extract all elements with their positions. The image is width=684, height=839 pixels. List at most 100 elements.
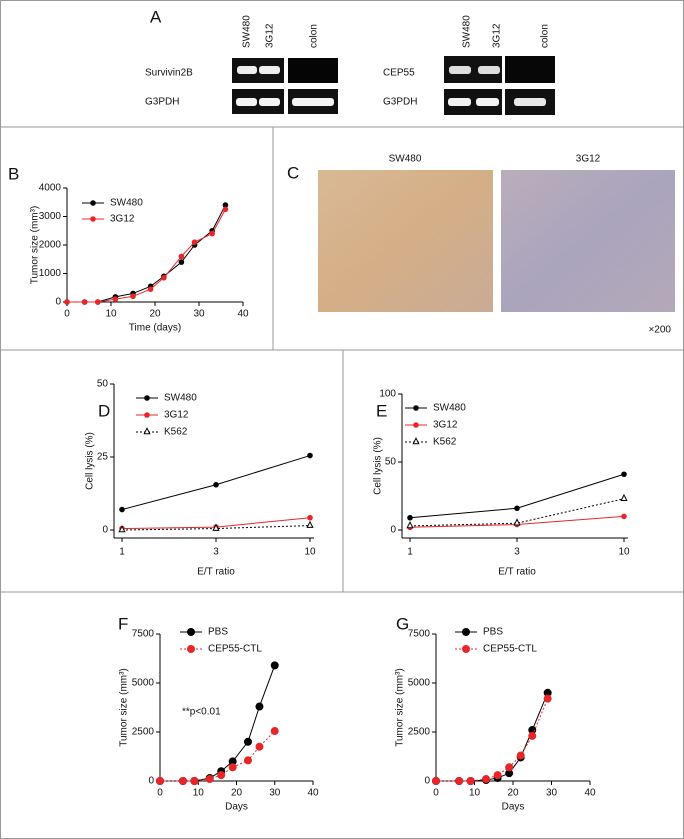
- point: [620, 493, 628, 502]
- panel-letter: E: [376, 401, 387, 420]
- point: [543, 694, 552, 703]
- lane-label: 3G12: [265, 23, 276, 48]
- gel-band: [449, 66, 471, 74]
- gel-right: SW480 3G12 colon CEP55 G3PDH: [383, 15, 555, 115]
- point: [222, 202, 229, 208]
- point: [95, 299, 101, 305]
- row-label: Survivin2B: [145, 68, 193, 79]
- point: [413, 422, 419, 428]
- point: [64, 299, 70, 305]
- point: [212, 523, 220, 531]
- series-line: [409, 498, 625, 527]
- row-label: G3PDH: [383, 97, 417, 108]
- y-axis-title: Tumor size (mm³): [119, 668, 130, 747]
- point: [191, 239, 198, 245]
- x-tick-label: 3: [213, 547, 219, 558]
- point: [90, 216, 96, 222]
- y-axis-title: Cell lysis (%): [373, 437, 384, 495]
- x-axis-title: Time (days): [129, 323, 181, 334]
- y-tick-label: 2500: [132, 727, 155, 738]
- x-tick-label: 20: [507, 788, 519, 799]
- gel-band: [514, 98, 546, 106]
- point: [209, 230, 215, 237]
- point: [255, 702, 264, 711]
- y-axis-title: Tumor size (mm³): [30, 206, 41, 285]
- point: [178, 259, 185, 265]
- y-axis-title: Tumor size (mm³): [395, 668, 406, 747]
- legend-label: PBS: [483, 627, 503, 638]
- x-tick-label: 0: [64, 309, 70, 320]
- point: [505, 763, 514, 772]
- series-line: [121, 525, 311, 531]
- x-tick-label: 10: [193, 788, 205, 799]
- legend-label: SW480: [164, 393, 197, 404]
- y-tick-label: 50: [385, 457, 397, 468]
- point: [514, 505, 520, 512]
- x-tick-label: 1: [407, 547, 413, 558]
- annotation: **p<0.01: [182, 707, 221, 718]
- point: [144, 412, 150, 418]
- x-tick-label: 10: [618, 547, 630, 558]
- x-tick-label: 40: [237, 309, 249, 320]
- legend-label: K562: [164, 427, 188, 438]
- point: [112, 296, 119, 302]
- y-tick-label: 4000: [39, 183, 62, 194]
- point: [144, 395, 150, 401]
- point: [432, 777, 440, 785]
- point: [528, 731, 537, 740]
- point: [307, 514, 313, 521]
- point: [190, 777, 199, 785]
- legend-label: SW480: [433, 403, 466, 414]
- y-tick-label: 50: [97, 379, 109, 390]
- point: [493, 771, 502, 780]
- y-tick-label: 0: [148, 776, 154, 787]
- x-axis-title: Days: [225, 802, 248, 813]
- row-label: G3PDH: [145, 97, 179, 108]
- gel-band: [259, 98, 280, 106]
- series-line: [436, 698, 549, 782]
- legend-label: 3G12: [164, 410, 189, 421]
- point: [243, 756, 252, 765]
- y-tick-label: 2500: [408, 727, 431, 738]
- x-axis-title: E/T ratio: [498, 567, 536, 578]
- y-tick-label: 0: [390, 525, 396, 536]
- y-tick-label: 7500: [408, 629, 431, 640]
- x-tick-label: 40: [307, 788, 319, 799]
- point: [270, 661, 279, 670]
- y-tick-label: 7500: [132, 629, 155, 640]
- point: [243, 737, 252, 746]
- point: [270, 727, 279, 736]
- point: [178, 253, 185, 260]
- x-tick-label: 10: [105, 309, 117, 320]
- lane-label: SW480: [462, 15, 473, 48]
- point: [217, 771, 226, 780]
- point: [81, 299, 88, 305]
- point: [466, 777, 475, 785]
- panel-letter: C: [287, 163, 299, 182]
- point: [228, 757, 237, 766]
- x-tick-label: 30: [269, 788, 281, 799]
- y-axis-title: Cell lysis (%): [85, 432, 96, 490]
- point: [187, 628, 195, 636]
- legend-label: 3G12: [433, 420, 458, 431]
- gel-band: [478, 66, 500, 74]
- point: [143, 427, 151, 435]
- x-tick-label: 10: [304, 547, 316, 558]
- point: [528, 726, 537, 735]
- x-tick-label: 0: [433, 788, 439, 799]
- point: [187, 645, 195, 653]
- lane-label: 3G12: [492, 23, 503, 48]
- point: [516, 751, 525, 760]
- gel-band: [259, 66, 280, 74]
- x-tick-label: 30: [193, 309, 205, 320]
- point: [407, 514, 413, 521]
- gel-band: [237, 66, 257, 74]
- x-tick-label: 20: [149, 309, 161, 320]
- x-axis-title: E/T ratio: [197, 567, 235, 578]
- point: [505, 769, 514, 778]
- gel-left: SW480 3G12 colon Survivin2B G3PDH: [145, 15, 338, 114]
- histology-image: [318, 170, 493, 312]
- point: [513, 518, 521, 526]
- panel-letter: B: [8, 164, 19, 183]
